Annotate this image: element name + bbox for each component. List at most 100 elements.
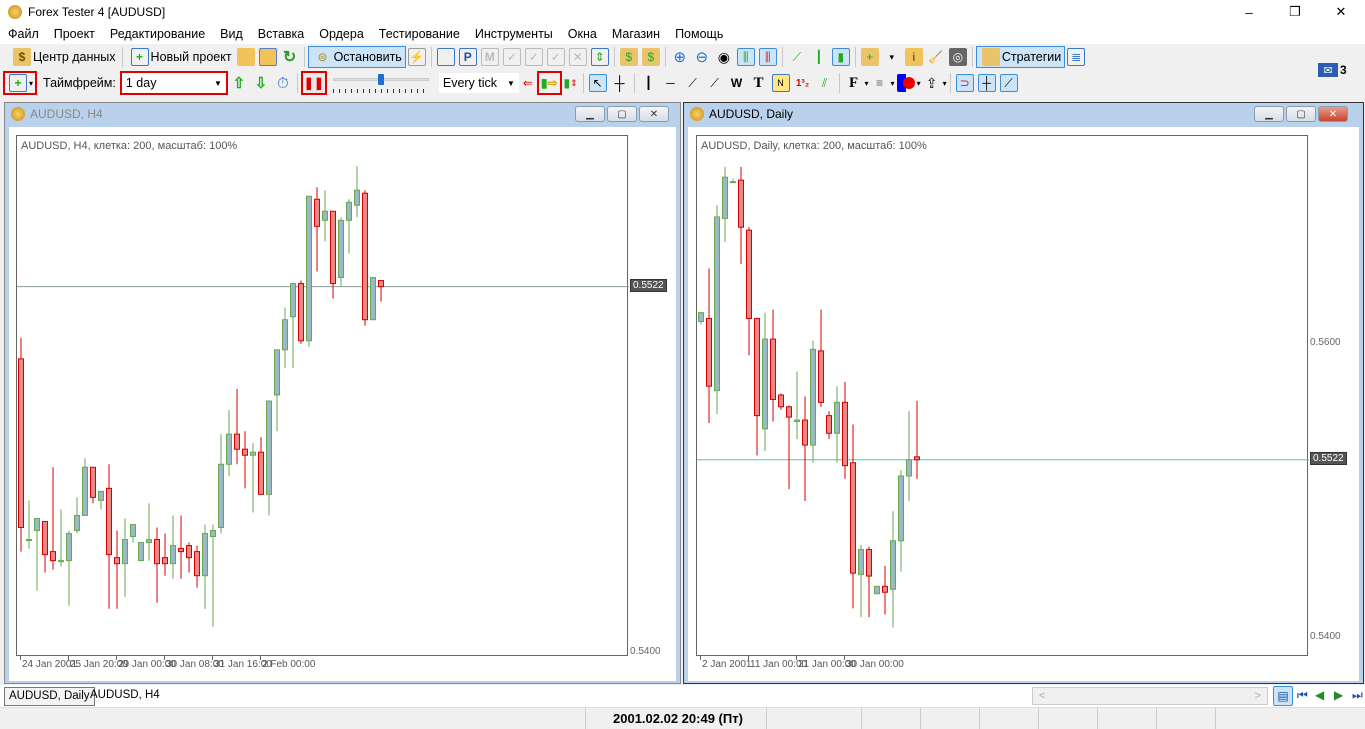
crosshair-icon[interactable]: ┼ (614, 75, 625, 91)
tick-mode-select[interactable]: Every tick ▼ (438, 73, 519, 93)
tabs-scrollbar[interactable]: < > (1032, 687, 1268, 705)
zoom-out-icon[interactable]: ⊖ (695, 49, 709, 66)
menu-view[interactable]: Вид (220, 27, 243, 41)
menu-store[interactable]: Магазин (611, 27, 661, 41)
menu-file[interactable]: Файл (8, 27, 39, 41)
dropdown-arrow-icon[interactable]: ▾ (889, 51, 895, 62)
prev-tab-icon[interactable]: ◀ (1315, 688, 1325, 702)
broom-icon[interactable]: 🧹 (928, 50, 944, 64)
delete-doc-icon[interactable]: ✕ (568, 48, 587, 66)
line-chart-icon[interactable]: ⟋ (792, 49, 802, 64)
indicators-icon[interactable]: + (860, 48, 879, 66)
move-doc-icon[interactable]: ⇕ (590, 48, 609, 66)
money-back-icon[interactable]: $ (619, 48, 638, 66)
chart-area[interactable]: AUDUSD, H4, клетка: 200, масштаб: 100% 0… (9, 127, 676, 681)
timeframe-select[interactable]: 1 day ▼ (119, 71, 228, 95)
chart-maximize-button[interactable]: ▢ (1286, 106, 1316, 122)
dropdown-arrow-icon[interactable]: ▾ (890, 78, 895, 88)
stop-button[interactable]: ⊜ Остановить (307, 46, 406, 68)
first-tab-icon[interactable]: ⏮ (1297, 688, 1308, 702)
bar-chart-icon[interactable]: ┃ (815, 50, 823, 64)
arrow-up-icon[interactable]: ⇧ (232, 75, 246, 92)
note-icon[interactable]: N (771, 74, 790, 92)
open-folder-icon[interactable] (236, 48, 255, 66)
step-forward-button[interactable]: ▮ ⇨ (536, 71, 562, 95)
clock-settings-icon[interactable]: ⏱ (277, 74, 289, 92)
chart-minimize-button[interactable]: ▁ (1254, 106, 1284, 122)
crosshair-snap-icon[interactable]: ┼ (977, 74, 996, 92)
menu-windows[interactable]: Окна (567, 27, 597, 41)
chart-close-button[interactable]: ✕ (639, 106, 669, 122)
chart-shift-icon[interactable]: ⫼ (736, 48, 755, 66)
new-chart-button[interactable]: + ▾ (3, 71, 38, 95)
report-p-icon[interactable]: P (458, 48, 477, 66)
dropdown-arrow-icon[interactable]: ▾ (942, 78, 947, 88)
refresh-icon[interactable]: ↻ (282, 49, 297, 66)
maximize-button[interactable]: ❐ (1289, 4, 1301, 19)
tab-audusd-h4[interactable]: AUDUSD, H4 (90, 689, 160, 701)
strategies-button[interactable]: Стратегии (975, 46, 1066, 68)
vertical-line-icon[interactable]: ┃ (644, 76, 653, 90)
info-icon[interactable]: i (904, 48, 923, 66)
step-back-icon[interactable]: ⇐ (522, 76, 533, 90)
export-icon[interactable]: ⇪ (925, 74, 938, 91)
fibonacci-icon[interactable]: 1³₂ (795, 77, 810, 89)
data-center-button[interactable]: $ Центр данных (8, 46, 119, 68)
pause-button[interactable]: ❚❚ (300, 71, 327, 95)
binoculars-icon[interactable]: ◉ (717, 48, 730, 65)
channel-icon[interactable]: ⫽ (821, 75, 828, 90)
chart-area[interactable]: AUDUSD, Daily, клетка: 200, масштаб: 100… (688, 127, 1359, 681)
line-style-icon[interactable]: ≡ (876, 76, 884, 90)
cursor-icon[interactable]: ↖ (588, 74, 607, 92)
line-snap-icon[interactable]: ⟋ (999, 74, 1018, 92)
dropdown-arrow-icon[interactable]: ▾ (864, 78, 869, 88)
chart-close-button[interactable]: ✕ (1318, 106, 1348, 122)
menu-help[interactable]: Помощь (675, 27, 724, 41)
plot-area[interactable]: AUDUSD, H4, клетка: 200, масштаб: 100% (16, 135, 629, 656)
ray-icon[interactable]: ⟋ (710, 75, 719, 90)
zoom-in-icon[interactable]: ⊕ (673, 49, 687, 66)
list-icon[interactable]: ≣ (1067, 48, 1086, 66)
mail-indicator[interactable]: ✉ 3 (1318, 63, 1347, 77)
save-project-icon[interactable] (258, 48, 277, 66)
slider-thumb[interactable] (377, 74, 384, 85)
trend-line-icon[interactable]: ⟋ (688, 75, 697, 90)
wave-icon[interactable]: W (730, 76, 743, 90)
text-icon[interactable]: T (753, 74, 764, 91)
horizontal-line-icon[interactable]: ─ (666, 76, 675, 90)
dropdown-arrow-icon[interactable]: ▾ (916, 78, 921, 88)
strategy-edit-icon[interactable]: ⚡ (407, 48, 426, 66)
new-document-icon[interactable] (436, 48, 455, 66)
menu-project[interactable]: Проект (53, 27, 95, 41)
color-picker-icon[interactable] (896, 74, 915, 92)
chart-maximize-button[interactable]: ▢ (607, 106, 637, 122)
check-doc2-icon[interactable]: ✓ (524, 48, 543, 66)
font-icon[interactable]: F (848, 74, 859, 91)
chart-minimize-button[interactable]: ▁ (575, 106, 605, 122)
scroll-left-icon[interactable]: < (1039, 690, 1046, 702)
last-tab-icon[interactable]: ⏭ (1352, 688, 1363, 702)
candle-chart-icon[interactable]: ▮ (831, 48, 850, 66)
new-project-button[interactable]: + Новый проект (126, 46, 235, 68)
camera-icon[interactable]: ◎ (948, 48, 967, 66)
minimize-button[interactable]: – (1245, 4, 1253, 20)
next-tab-icon[interactable]: ▶ (1334, 688, 1344, 702)
cascade-windows-icon[interactable]: ▤ (1273, 686, 1293, 706)
menu-edit[interactable]: Редактирование (109, 27, 206, 41)
chart-autoscroll-icon[interactable]: ⫼ (758, 48, 777, 66)
speed-slider[interactable] (332, 73, 429, 93)
magnet-icon[interactable]: ⊃ (955, 74, 974, 92)
check-doc3-icon[interactable]: ✓ (546, 48, 565, 66)
menu-tools[interactable]: Инструменты (474, 27, 553, 41)
candle-updown-icon[interactable]: ▮ ⇕ (563, 76, 578, 90)
arrow-down-icon[interactable]: ⇩ (254, 75, 268, 92)
money-forward-icon[interactable]: $ (641, 48, 660, 66)
close-button[interactable]: ✕ (1335, 4, 1347, 19)
report-m-icon[interactable]: M (480, 48, 499, 66)
menu-testing[interactable]: Тестирование (378, 27, 460, 41)
menu-orders[interactable]: Ордера (319, 27, 364, 41)
menu-insert[interactable]: Вставка (257, 27, 305, 41)
scroll-right-icon[interactable]: > (1254, 690, 1261, 702)
plot-area[interactable]: AUDUSD, Daily, клетка: 200, масштаб: 100… (696, 135, 1309, 656)
check-doc-icon[interactable]: ✓ (502, 48, 521, 66)
